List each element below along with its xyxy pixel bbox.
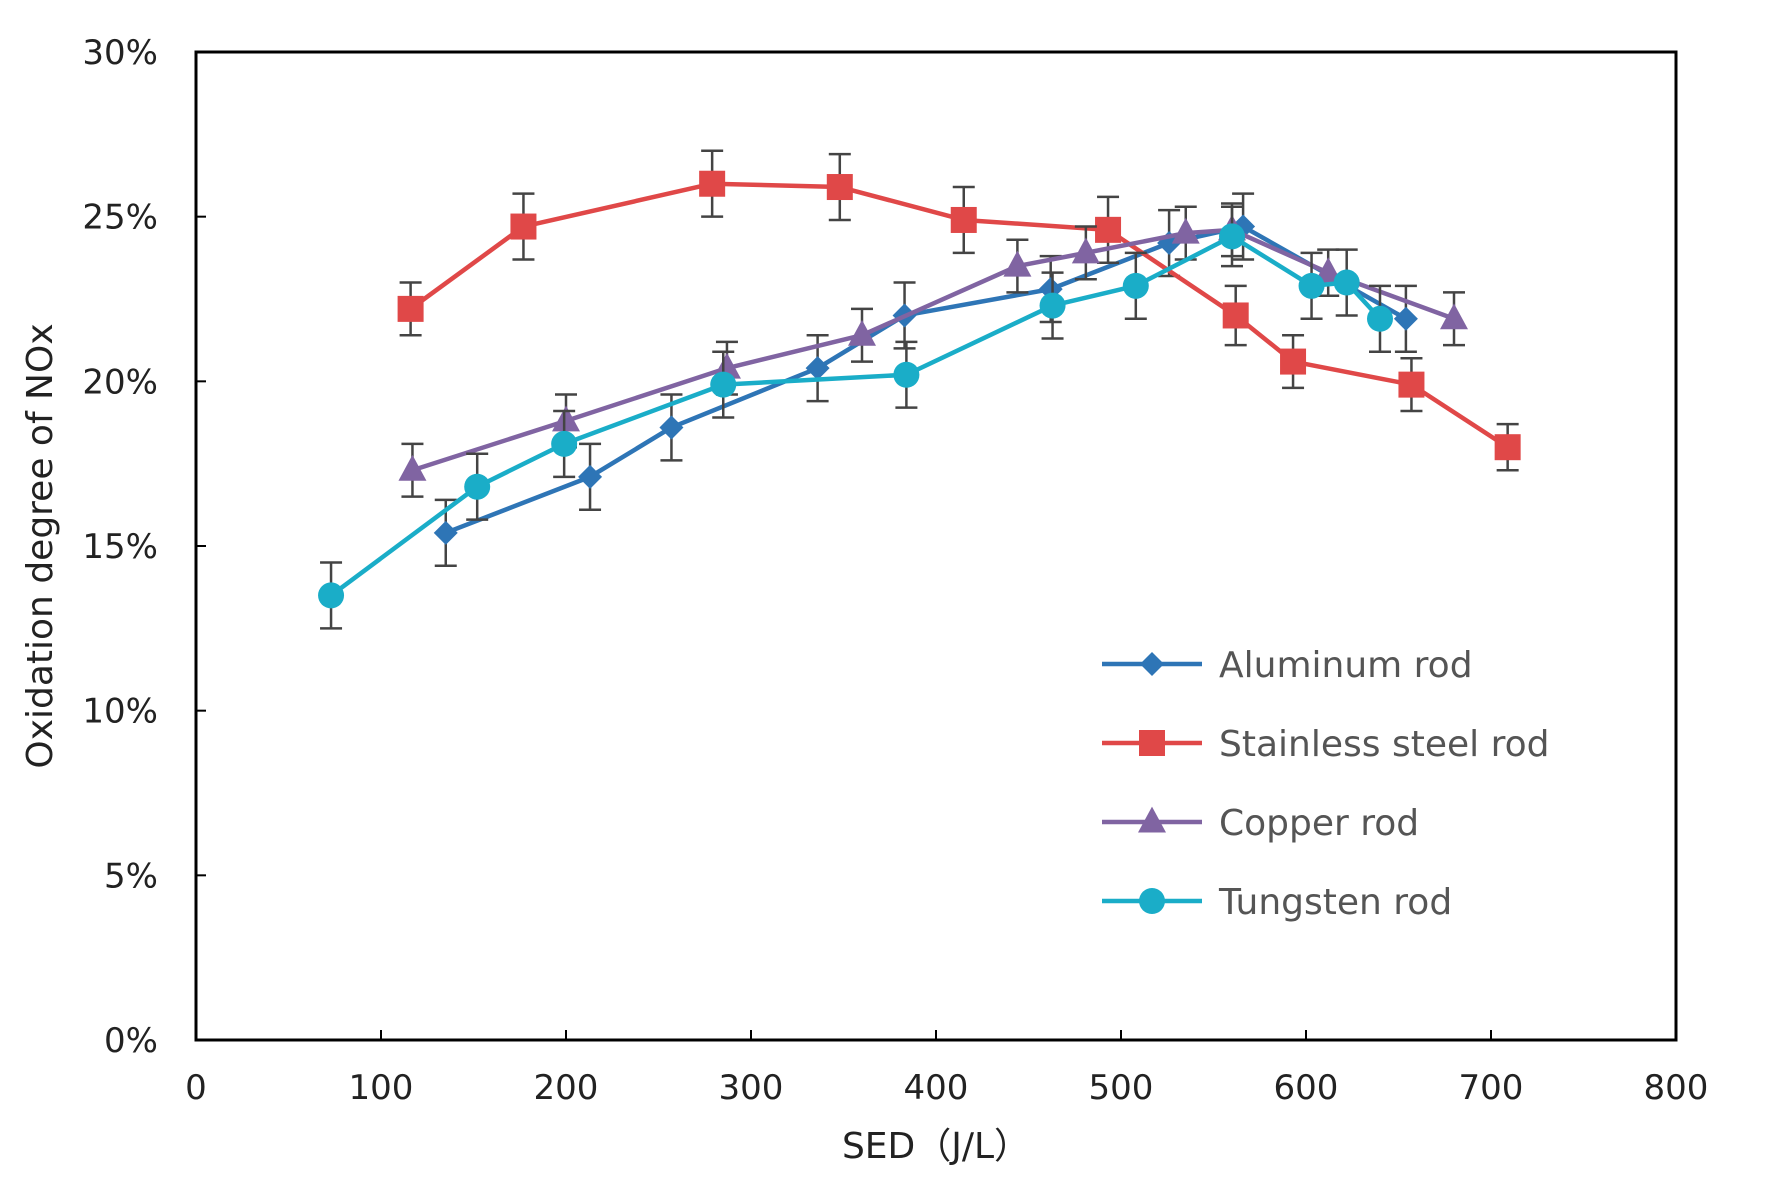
legend-item: Copper rod (1102, 803, 1419, 844)
data-point (464, 473, 491, 500)
series-tungsten-rod (318, 205, 1393, 630)
y-tick-label: 20% (82, 362, 158, 402)
data-point (552, 405, 580, 432)
data-point (1393, 306, 1418, 331)
data-point (1071, 237, 1100, 264)
y-tick-label: 25% (82, 198, 158, 238)
legend: Aluminum rod Stainless steel rod Copper ro… (1102, 645, 1549, 923)
y-tick-label: 30% (82, 33, 158, 73)
data-point (578, 464, 603, 489)
x-tick-label: 400 (904, 1068, 969, 1108)
series-layer (318, 149, 1521, 630)
data-point (1219, 223, 1245, 250)
legend-swatch-marker (1139, 888, 1165, 914)
data-point (1280, 348, 1307, 375)
y-axis-ticks: 0% 5% 10% 15% 20% 25% 30% (82, 33, 206, 1061)
y-axis-title: Oxidation degree of NOx (20, 323, 61, 768)
legend-swatch-marker (1138, 806, 1166, 833)
legend-label: Stainless steel rod (1219, 724, 1549, 765)
legend-label: Aluminum rod (1219, 645, 1473, 686)
legend-label: Copper rod (1219, 803, 1419, 844)
x-axis-ticks: 0 100 200 300 400 500 600 700 800 (185, 1030, 1708, 1108)
legend-swatch-marker (1140, 652, 1164, 676)
data-point (1039, 292, 1066, 319)
data-point (1440, 303, 1468, 330)
legend-label: Tungsten rod (1218, 882, 1452, 923)
y-tick-label: 10% (82, 692, 158, 732)
legend-swatch-marker (1139, 730, 1165, 756)
data-point (805, 356, 830, 381)
data-point (1003, 250, 1032, 277)
data-point (1222, 302, 1249, 329)
x-tick-label: 500 (1089, 1068, 1154, 1108)
series-copper-rod (398, 202, 1468, 498)
x-tick-label: 300 (719, 1068, 784, 1108)
data-point (398, 454, 427, 481)
data-point (318, 582, 345, 609)
data-point (433, 520, 458, 545)
data-point (510, 213, 537, 240)
y-tick-label: 15% (82, 527, 158, 567)
data-point (699, 170, 726, 197)
data-point (1367, 305, 1393, 332)
data-point (1122, 272, 1149, 299)
series-stainless-steel-rod (397, 149, 1521, 472)
legend-item: Stainless steel rod (1102, 724, 1549, 765)
series-line (409, 181, 1509, 450)
data-point (1333, 269, 1360, 296)
series-line (411, 227, 1455, 473)
data-point (950, 206, 977, 233)
data-point (397, 295, 424, 322)
y-tick-label: 5% (104, 856, 158, 896)
x-tick-label: 800 (1644, 1068, 1709, 1108)
series-aluminum-rod (433, 192, 1418, 568)
x-tick-label: 700 (1459, 1068, 1524, 1108)
data-point (659, 415, 684, 440)
data-point (1095, 216, 1122, 243)
data-point (826, 174, 853, 201)
data-point (1171, 217, 1200, 244)
legend-item: Tungsten rod (1102, 882, 1452, 923)
data-point (848, 319, 876, 346)
data-point (893, 361, 920, 388)
x-tick-label: 0 (185, 1068, 207, 1108)
x-tick-label: 600 (1274, 1068, 1339, 1108)
y-tick-label: 0% (104, 1021, 158, 1061)
data-point (1398, 371, 1425, 398)
x-axis-title: SED（J/L） (842, 1126, 1030, 1167)
data-point (710, 371, 737, 398)
plot-frame (194, 50, 1678, 1042)
legend-item: Aluminum rod (1102, 645, 1473, 686)
series-line (329, 234, 1382, 598)
x-tick-label: 200 (534, 1068, 599, 1108)
data-point (1494, 434, 1521, 461)
data-point (551, 430, 578, 457)
data-point (1298, 272, 1325, 299)
x-tick-label: 100 (349, 1068, 414, 1108)
